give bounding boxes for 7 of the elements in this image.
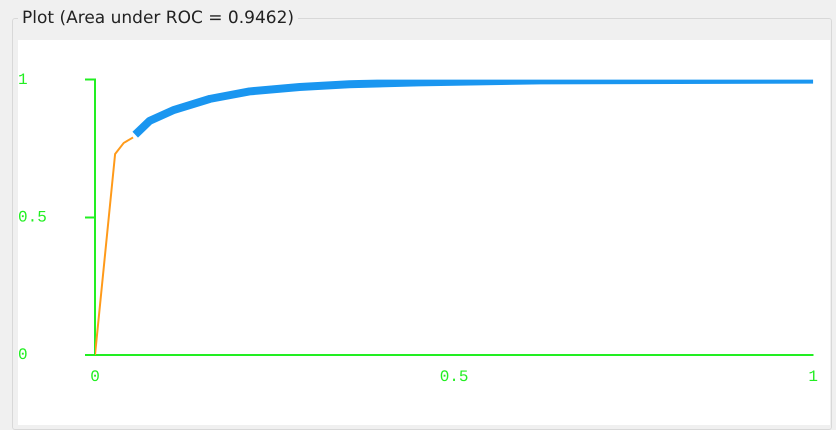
y-tick-label: 1 [18, 70, 28, 89]
x-tick-label: 0 [90, 368, 100, 386]
x-tick-label: 0.5 [440, 368, 469, 386]
y-tick-label: 0 [18, 346, 28, 364]
y-tick-label: 0.5 [18, 208, 47, 227]
chart-title: Plot (Area under ROC = 0.9462) [18, 8, 298, 28]
x-tick-label: 1 [808, 368, 818, 386]
